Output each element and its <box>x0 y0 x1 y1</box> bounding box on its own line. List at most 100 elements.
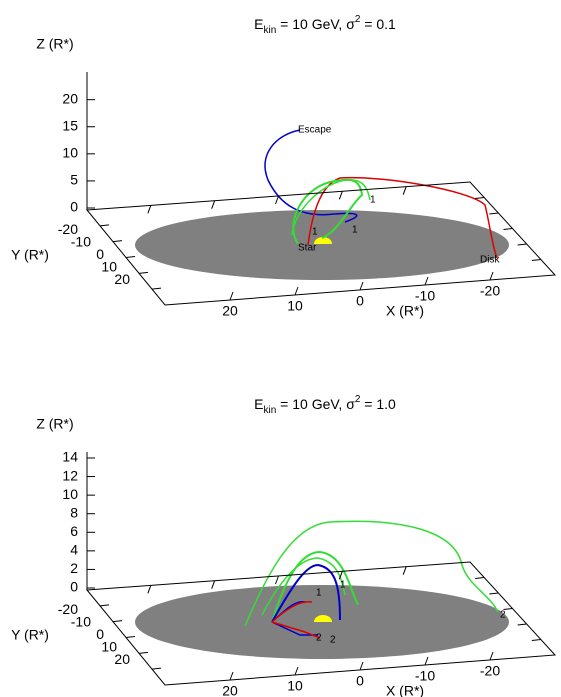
z-tick-label: 0 <box>70 579 78 595</box>
panel: Ekin = 10 GeV, σ2 = 1.0Z (R*)X (R*)Y (R*… <box>11 394 557 697</box>
x-axis-label: X (R*) <box>386 683 424 697</box>
title-part: E <box>254 396 263 412</box>
y-tick <box>489 212 499 215</box>
y-tick-label: 20 <box>114 271 130 287</box>
y-tick-label: -10 <box>71 234 91 250</box>
title-part: = 1.0 <box>360 396 396 412</box>
z-tick-label: 14 <box>62 449 78 465</box>
x-tick-label: 0 <box>356 293 364 309</box>
z-tick-label: 2 <box>70 560 78 576</box>
x-tick <box>338 191 343 200</box>
panel: Ekin = 10 GeV, σ2 = 0.1 Z (R*) X (R*) Y (R*… <box>11 14 557 319</box>
x-tick <box>275 195 279 205</box>
x-tick <box>338 571 343 580</box>
annotation: Escape <box>298 125 332 136</box>
title-part: 2 <box>355 14 361 25</box>
x-tick <box>229 291 234 301</box>
z-tick-label: 12 <box>62 467 78 483</box>
x-tick <box>147 205 152 214</box>
z-tick-label: 4 <box>70 542 78 558</box>
trajectory <box>271 550 359 623</box>
z-tick-label: 8 <box>70 504 78 520</box>
disk <box>135 210 509 280</box>
x-tick-label: 10 <box>287 678 303 694</box>
x-tick <box>359 661 364 671</box>
x-tick <box>424 276 429 286</box>
y-tick <box>531 259 541 261</box>
x-tick-label: 10 <box>287 298 303 314</box>
x-tick <box>211 200 216 209</box>
title-part: = 10 GeV, σ <box>276 396 355 412</box>
annotation: 2 <box>330 635 336 646</box>
y-tick <box>99 604 110 607</box>
annotation: Star <box>298 243 317 254</box>
y-tick-label: -20 <box>58 601 78 617</box>
z-axis-label: Z (R*) <box>36 36 73 52</box>
annotation: 1 <box>340 580 346 591</box>
z-tick-label: 6 <box>70 523 78 539</box>
trajectory <box>261 557 346 616</box>
z-tick-label: 0 <box>70 199 78 215</box>
x-tick-label: -20 <box>480 663 500 679</box>
y-tick <box>125 256 136 258</box>
star <box>314 237 332 244</box>
x-tick-label: -10 <box>415 668 435 684</box>
chart-title: Ekin = 10 GeV, σ2 = 0.1 <box>254 14 396 36</box>
annotation: Disk <box>480 255 500 266</box>
y-tick <box>503 608 513 610</box>
y-tick-label: -20 <box>58 221 78 237</box>
y-tick-label: 20 <box>114 651 130 667</box>
title-part: = 0.1 <box>360 16 396 32</box>
y-tick-label: 10 <box>101 639 117 655</box>
y-tick-label: -10 <box>71 614 91 630</box>
annotation: 1 <box>312 227 318 238</box>
title-part: kin <box>263 25 276 36</box>
y-tick <box>475 197 485 199</box>
chart-title: Ekin = 10 GeV, σ2 = 1.0 <box>254 394 396 416</box>
z-tick-label: 20 <box>62 90 78 106</box>
y-tick <box>489 592 499 595</box>
y-tick <box>138 651 149 654</box>
x-tick <box>294 666 299 676</box>
x-tick <box>402 566 407 575</box>
x-tick-label: 20 <box>222 683 238 697</box>
y-tick <box>503 228 513 230</box>
y-tick <box>151 667 162 670</box>
y-axis-label: Y (R*) <box>11 627 49 643</box>
y-tick <box>138 271 149 274</box>
title-part: 2 <box>355 394 361 405</box>
title-part: kin <box>263 405 276 416</box>
x-tick-label: 0 <box>356 673 364 689</box>
annotation: 2 <box>316 633 322 644</box>
y-tick <box>531 639 541 641</box>
x-tick-label: 20 <box>222 303 238 319</box>
x-tick <box>489 271 494 281</box>
y-tick <box>125 636 136 638</box>
y-tick <box>517 623 527 626</box>
z-tick-label: 5 <box>70 172 78 188</box>
y-tick <box>475 577 485 579</box>
y-tick-label: 0 <box>96 246 104 262</box>
x-tick-label: -20 <box>480 283 500 299</box>
x-tick <box>229 671 234 681</box>
trajectory <box>271 601 321 639</box>
x-tick <box>147 585 152 594</box>
trajectory <box>307 176 498 259</box>
trajectory <box>264 129 358 223</box>
y-tick <box>151 287 162 290</box>
x-tick <box>359 281 364 291</box>
x-tick <box>294 286 299 296</box>
x-tick <box>275 575 279 585</box>
annotation: 1 <box>316 588 322 599</box>
y-tick <box>99 224 110 227</box>
annotation: 1 <box>352 225 358 236</box>
trajectory <box>244 520 499 627</box>
annotation: 1 <box>370 195 376 206</box>
z-axis-label: Z (R*) <box>36 416 73 432</box>
x-tick <box>489 651 494 661</box>
y-tick <box>112 620 123 623</box>
star <box>314 615 332 622</box>
x-tick <box>211 580 216 589</box>
title-part: E <box>254 16 263 32</box>
